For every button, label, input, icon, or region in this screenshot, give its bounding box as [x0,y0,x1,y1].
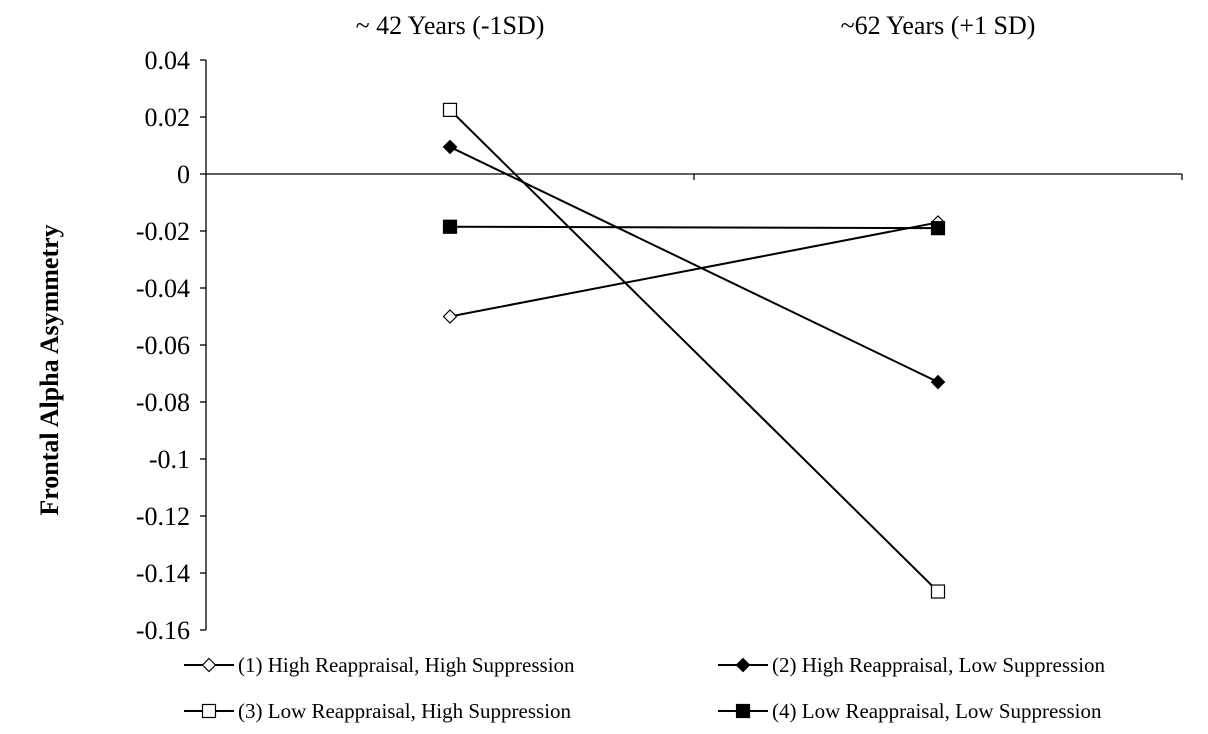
legend-marker [201,703,217,719]
y-tick-label: -0.12 [136,502,190,531]
data-point [930,221,946,236]
y-tick-label: 0.02 [145,103,191,132]
legend-label: (3) Low Reappraisal, High Suppression [238,699,572,723]
data-point [442,102,458,117]
y-tick-label: 0.04 [145,46,191,75]
y-tick-label: 0 [177,160,190,189]
series-line [449,146,939,383]
series-1 [442,215,946,324]
legend-label: (4) Low Reappraisal, Low Suppression [772,699,1102,723]
series-line [449,225,939,230]
legend-item: (2) High Reappraisal, Low Suppression [718,653,1106,677]
legend-label: (2) High Reappraisal, Low Suppression [772,653,1106,677]
y-tick-label: -0.06 [136,331,190,360]
legend-item: (4) Low Reappraisal, Low Suppression [718,699,1102,723]
series-line [449,221,939,318]
data-point [442,139,458,155]
legend-marker [201,657,217,673]
legend-item: (1) High Reappraisal, High Suppression [184,653,575,677]
data-point [930,584,946,599]
y-tick-label: -0.14 [136,559,190,588]
category-label: ~ 42 Years (-1SD) [356,11,545,40]
y-tick-label: -0.1 [149,445,190,474]
data-point [442,219,458,234]
legend-marker [735,657,751,673]
series-4 [442,219,946,236]
y-tick-label: -0.08 [136,388,190,417]
y-axis-label: Frontal Alpha Asymmetry [35,224,64,515]
y-tick-label: -0.02 [136,217,190,246]
series-line [449,109,939,593]
data-point [442,309,458,324]
legend-item: (3) Low Reappraisal, High Suppression [184,699,572,723]
y-tick-label: -0.16 [136,616,190,645]
series-3 [442,102,946,599]
category-label: ~62 Years (+1 SD) [841,11,1036,40]
y-tick-label: -0.04 [136,274,190,303]
data-point [930,374,946,390]
series-2 [442,139,946,390]
legend-label: (1) High Reappraisal, High Suppression [238,653,575,677]
legend-marker [735,703,751,719]
